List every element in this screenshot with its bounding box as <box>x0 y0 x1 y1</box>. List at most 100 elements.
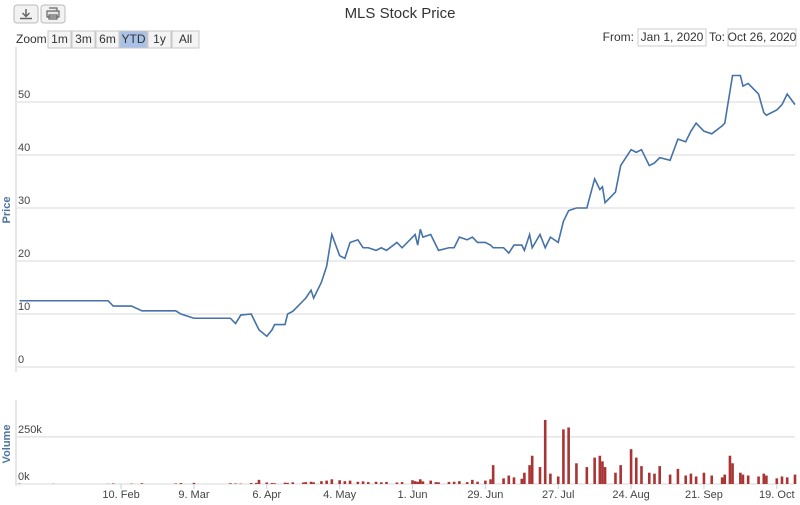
volume-bar <box>512 477 516 484</box>
x-tick-label: 10. Feb <box>102 489 139 501</box>
volume-bar <box>785 477 789 484</box>
zoom-button[interactable] <box>119 30 148 49</box>
volume-bar <box>379 482 383 484</box>
volume-bar <box>304 482 308 484</box>
x-tick-label: 4. May <box>323 489 357 501</box>
volume-bar <box>502 478 505 484</box>
volume-bar <box>762 473 766 484</box>
to-label: To: <box>709 30 725 44</box>
zoom-button-label: 1m <box>51 32 68 46</box>
x-tick-label: 1. Jun <box>398 489 428 501</box>
volume-bar <box>312 482 315 484</box>
from-label: From: <box>603 30 634 44</box>
volume-bar <box>348 480 352 484</box>
volume-bar <box>270 483 274 484</box>
volume-bar <box>562 429 565 484</box>
volume-bar <box>291 482 295 484</box>
volume-bar <box>491 465 495 484</box>
volume-bar <box>689 473 693 484</box>
volume-bar <box>361 481 365 484</box>
x-tick-label: 19. Oct <box>759 489 794 501</box>
volume-bar <box>720 477 724 484</box>
volume-bar <box>684 475 688 484</box>
zoom-button[interactable] <box>47 30 72 49</box>
volume-bar <box>746 475 750 484</box>
volume-bar <box>658 466 661 484</box>
volume-bar <box>325 480 328 484</box>
volume-bar <box>343 481 347 484</box>
volume-bar <box>543 419 547 484</box>
x-tick-label: 21. Sep <box>685 489 723 501</box>
x-tick-label: 29. Jun <box>467 489 503 501</box>
zoom-label: Zoom <box>16 32 47 46</box>
volume-bar <box>728 455 732 484</box>
y-tick-label: 0 <box>18 354 24 366</box>
price-line <box>19 74 796 338</box>
volume-bar <box>523 472 526 484</box>
volume-bar <box>458 481 461 484</box>
volume-bar <box>234 483 237 484</box>
volume-bar <box>174 483 178 484</box>
zoom-buttons: 1m 3m 6m YTD 1y All <box>47 30 200 49</box>
volume-bar <box>429 480 433 484</box>
volume-bar <box>283 482 287 484</box>
volume-bar <box>507 475 511 484</box>
volume-bar <box>640 466 643 484</box>
volume-bar <box>731 463 734 484</box>
volume-bar <box>757 476 760 484</box>
volume-bar <box>702 472 706 484</box>
volume-bar <box>653 473 656 484</box>
y2-tick-label: 250k <box>18 424 42 436</box>
y-tick-label: 50 <box>18 89 30 101</box>
volume-bar <box>229 483 232 484</box>
zoom-button[interactable] <box>147 30 172 49</box>
zoom-button-label: YTD <box>122 32 146 46</box>
x-tick-label: 9. Mar <box>178 489 210 501</box>
from-value: Jan 1, 2020 <box>641 30 704 44</box>
volume-bar <box>465 482 469 484</box>
volume-bar <box>447 481 451 484</box>
volume-bar <box>585 467 589 484</box>
volume-bar <box>775 478 779 484</box>
volume-bar <box>301 482 305 484</box>
volume-bar <box>338 480 341 484</box>
volume-bar <box>741 474 745 484</box>
volume-bar <box>793 474 797 484</box>
y-tick-label: 10 <box>18 301 30 313</box>
volume-bar <box>356 481 360 484</box>
zoom-button-label: 6m <box>99 32 116 46</box>
volume-bar <box>530 455 534 484</box>
volume-bar <box>255 482 258 484</box>
download-icon <box>20 9 32 20</box>
volume-bar <box>400 482 404 484</box>
volume-bar <box>140 483 144 484</box>
volume-bar <box>723 474 727 484</box>
zoom-button[interactable] <box>71 30 96 49</box>
volume-bar <box>395 482 399 484</box>
volume-bar <box>528 465 531 484</box>
volume-bar <box>476 481 479 484</box>
volume-bar <box>603 467 607 484</box>
volume-bar <box>780 476 784 484</box>
from-input[interactable] <box>637 28 707 47</box>
volume-bar <box>452 481 456 484</box>
volume-bar <box>249 483 253 484</box>
volume-bar <box>366 482 370 484</box>
volume-bar <box>471 479 474 484</box>
volume-bar <box>111 483 115 484</box>
zoom-button[interactable] <box>171 30 200 49</box>
to-input[interactable] <box>727 28 797 47</box>
volume-bar <box>601 461 604 484</box>
y-axis-title: Price <box>1 197 13 224</box>
volume-bar <box>437 482 440 484</box>
volume-bar <box>765 475 768 484</box>
volume-bar <box>413 481 417 484</box>
volume-bar <box>538 467 542 484</box>
zoom-button-label: 3m <box>75 32 92 46</box>
volume-bar <box>489 479 492 484</box>
volume-bar <box>484 480 487 484</box>
zoom-button[interactable] <box>95 30 120 49</box>
y2-axis-title: Volume <box>1 425 13 464</box>
volume-bar <box>520 478 524 484</box>
